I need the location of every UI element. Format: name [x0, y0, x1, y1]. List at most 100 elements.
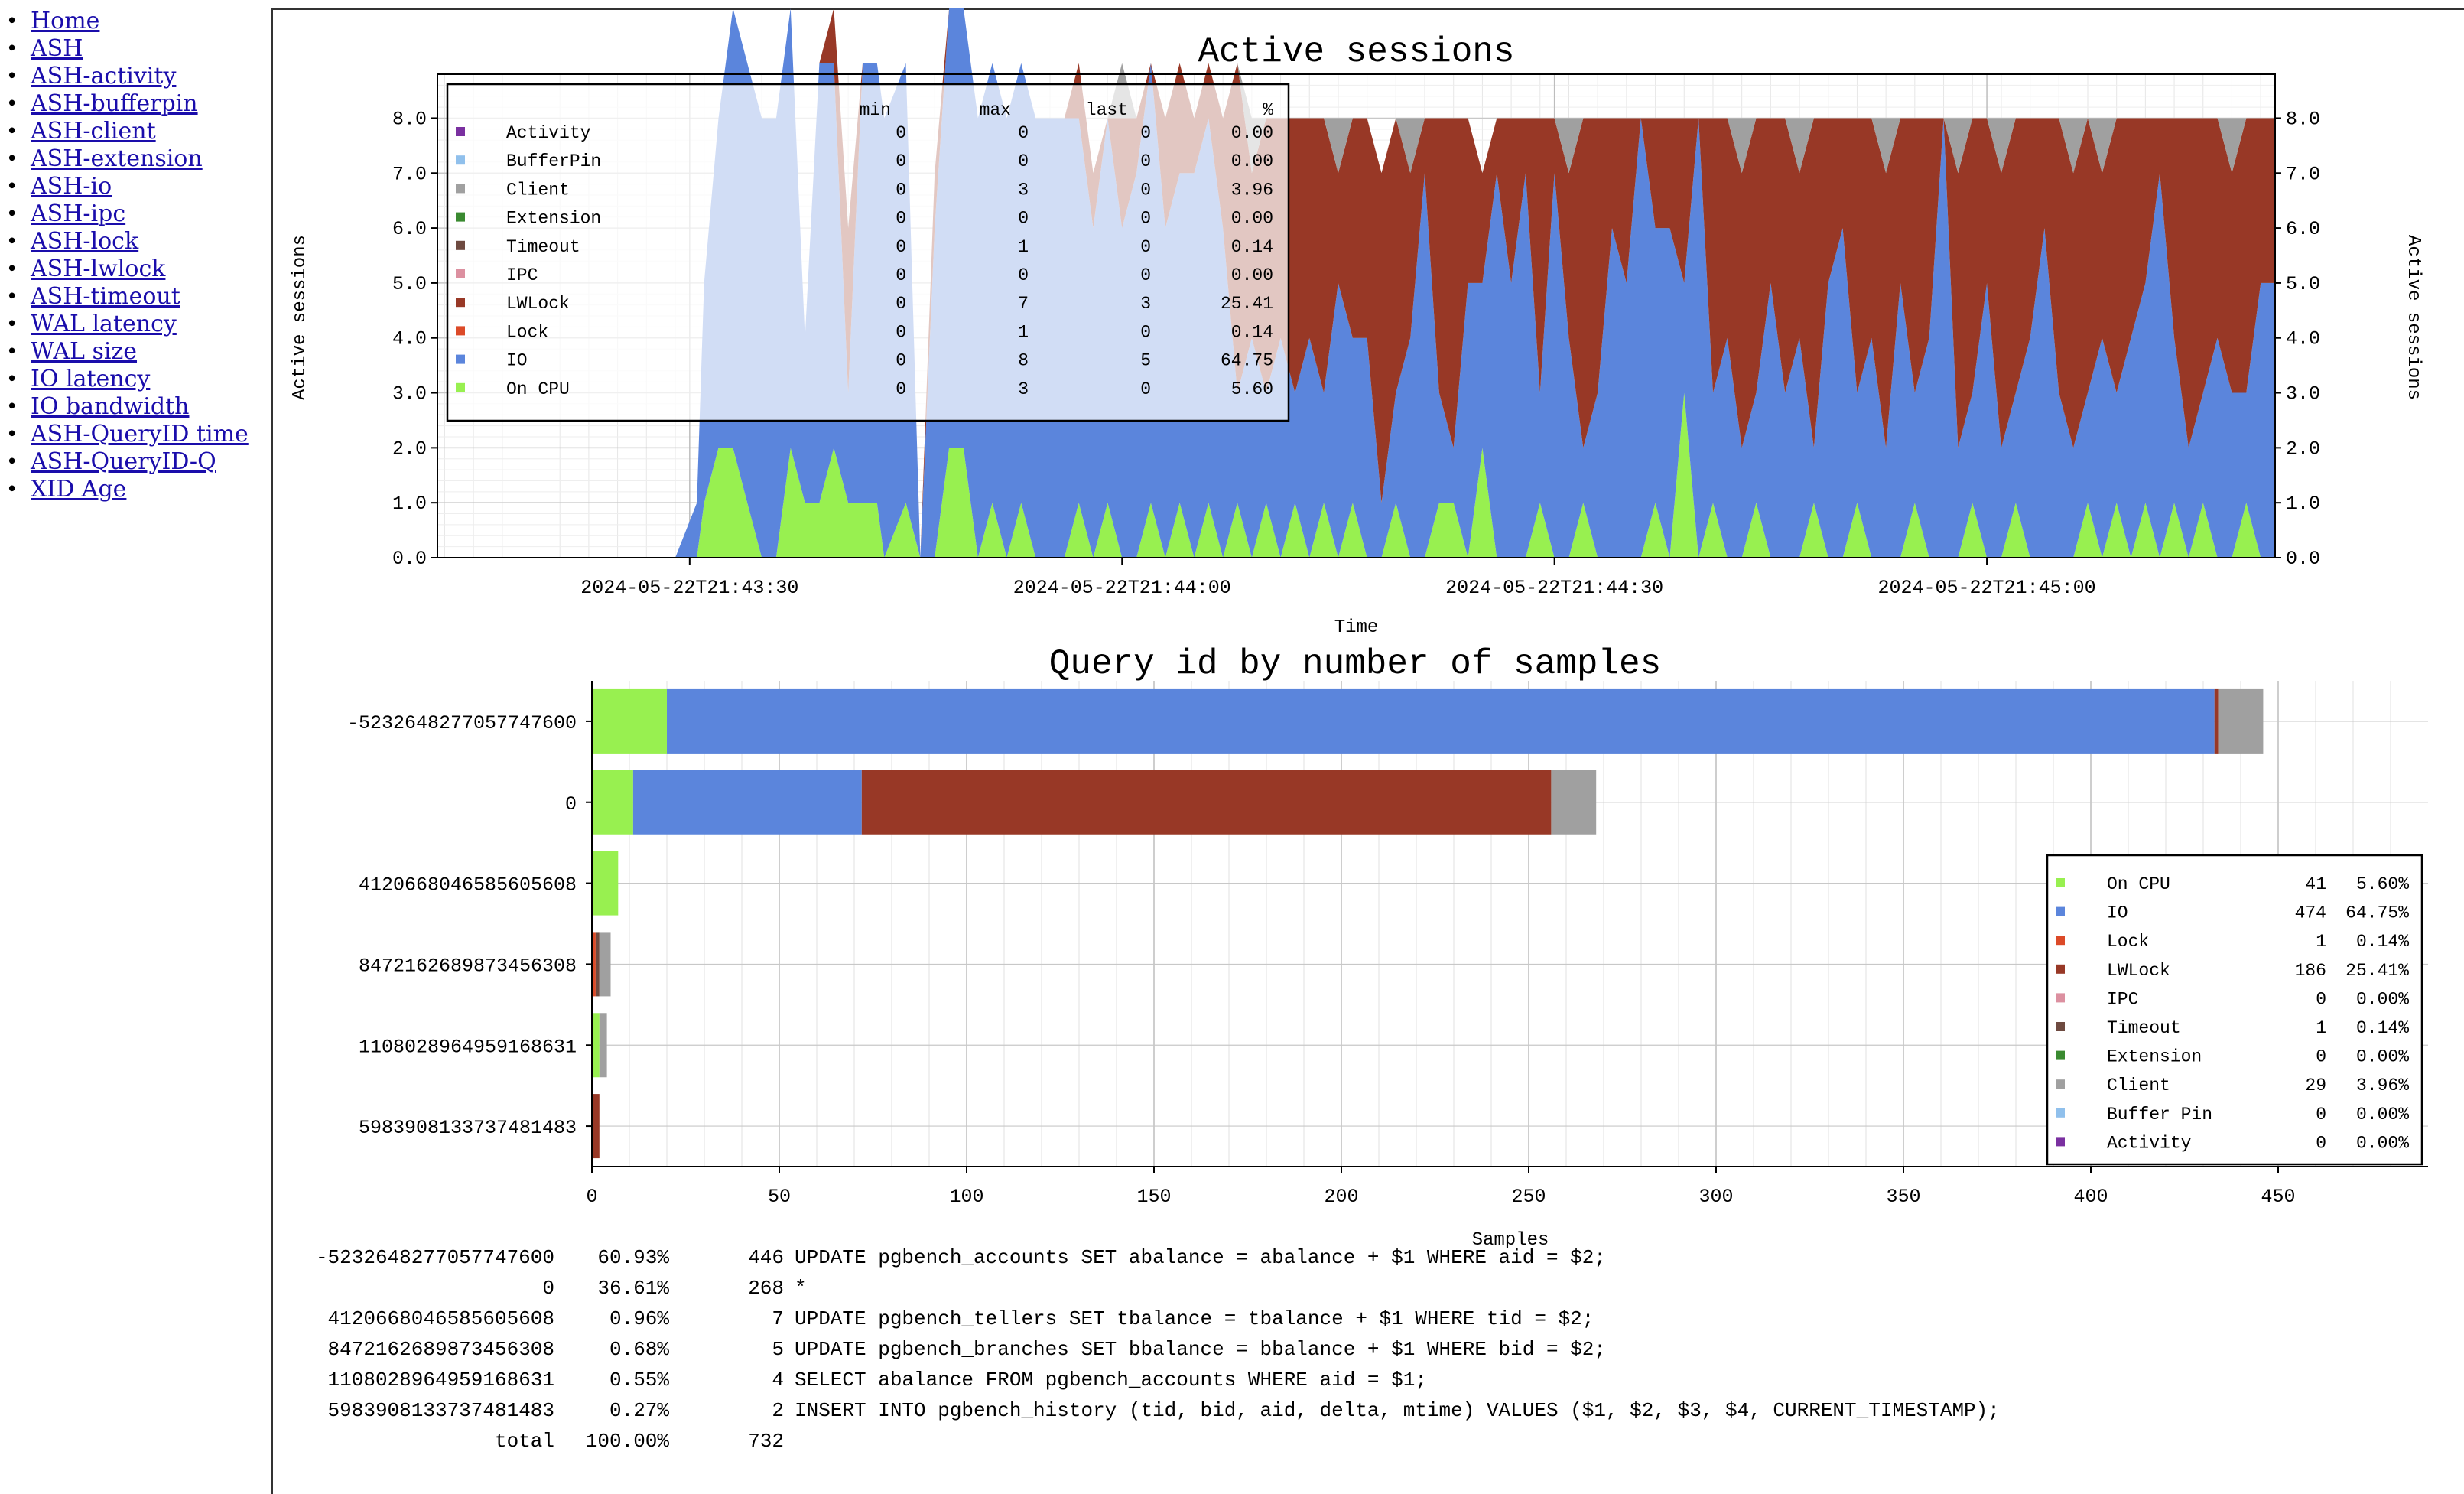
total-pct-cell: 100.00% — [585, 1430, 669, 1453]
legend-count: 0 — [2316, 1047, 2326, 1067]
x-tick-label: 0 — [586, 1186, 597, 1208]
x-tick-label: 2024-05-22T21:44:30 — [1445, 577, 1663, 599]
legend-pct: 0.14 — [1231, 237, 1273, 257]
legend-last: 0 — [1140, 265, 1151, 285]
empty-cell — [795, 1426, 2000, 1457]
nav-item: IO bandwidth — [0, 393, 268, 421]
legend-min: 0 — [896, 294, 906, 314]
y-tick-label-left: 7.0 — [392, 163, 427, 185]
bar-segment-lwlock — [592, 1094, 600, 1159]
query-table: -5232648277057747600 60.93% 446 UPDATE pgbe… — [291, 1242, 2000, 1457]
legend-pct: 0.14 — [1231, 322, 1273, 342]
legend-label: Extension — [506, 209, 601, 229]
nav-item: IO latency — [0, 366, 268, 393]
bar-segment-client — [599, 932, 611, 997]
legend-label: Timeout — [506, 237, 580, 257]
legend-pct: 5.60% — [2356, 874, 2409, 894]
legend-swatch — [456, 184, 465, 194]
legend-swatch — [2056, 993, 2065, 1003]
table-total-row: total 100.00% 732 — [291, 1426, 2000, 1457]
nav-link-ash-bufferpin[interactable]: ASH-bufferpin — [31, 90, 198, 117]
legend-last: 0 — [1140, 209, 1151, 229]
legend-last: 0 — [1140, 151, 1151, 171]
nav-item: Home — [0, 8, 268, 35]
legend-label: Client — [2107, 1076, 2170, 1095]
active-sessions-chart: 0.0 0.0 1.0 1.0 2.0 2.0 3.0 3.0 4.0 4.0 5.0 5.0 6.0 6… — [290, 8, 2423, 638]
bar-segment-lwlock — [861, 770, 1552, 835]
nav-link-wal-latency[interactable]: WAL latency — [31, 311, 177, 337]
legend-count: 29 — [2305, 1076, 2326, 1095]
y-tick-label-right: 1.0 — [2286, 493, 2320, 515]
table-row: 1108028964959168631 0.55% 4 SELECT abalance… — [291, 1365, 2000, 1395]
y-tick-label-left: 5.0 — [392, 273, 427, 295]
category-label: -5232648277057747600 — [347, 712, 577, 734]
y-tick-label-left: 8.0 — [392, 108, 427, 130]
legend-pct: 5.60 — [1231, 379, 1273, 399]
legend-swatch — [2056, 1079, 2065, 1089]
nav-link-xid-age[interactable]: XID Age — [31, 476, 127, 503]
query-id-cell: -5232648277057747600 — [315, 1246, 554, 1269]
legend-max: 0 — [1018, 265, 1029, 285]
x-tick-label: 400 — [2073, 1186, 2108, 1208]
legend-label: IO — [2107, 903, 2128, 923]
nav-link-ash[interactable]: ASH — [31, 35, 83, 62]
legend-swatch — [456, 354, 465, 364]
legend-max: 3 — [1018, 180, 1029, 200]
nav-link-ash-ipc[interactable]: ASH-ipc — [31, 200, 126, 227]
legend-pct: 0.00% — [2356, 989, 2409, 1009]
bar-segment-client — [599, 1013, 607, 1078]
legend-label: IO — [506, 351, 528, 371]
nav-link-ash-activity[interactable]: ASH-activity — [31, 63, 177, 90]
total-label-cell: total — [494, 1430, 554, 1453]
nav-link-ash-client[interactable]: ASH-client — [31, 118, 156, 145]
nav-link-io-bandwidth[interactable]: IO bandwidth — [31, 393, 190, 420]
x-tick-label: 300 — [1698, 1186, 1733, 1208]
legend-max: 0 — [1018, 123, 1029, 143]
nav-link-ash-timeout[interactable]: ASH-timeout — [31, 283, 180, 310]
legend-swatch — [456, 382, 465, 392]
category-label: 0 — [565, 793, 577, 815]
legend-header: last — [1086, 100, 1128, 120]
legend-count: 0 — [2316, 1133, 2326, 1153]
x-tick-label: 250 — [1511, 1186, 1546, 1208]
nav-link-ash-queryid-time[interactable]: ASH-QueryID time — [31, 421, 249, 448]
legend-swatch — [2056, 964, 2065, 974]
sidebar-nav: HomeASHASH-activityASH-bufferpinASH-clie… — [0, 0, 268, 503]
bar-segment-lwlock — [2214, 688, 2219, 754]
nav-link-wal-size[interactable]: WAL size — [31, 338, 138, 365]
legend-max: 3 — [1018, 379, 1029, 399]
nav-link-ash-queryid-q[interactable]: ASH-QueryID-Q — [31, 448, 216, 475]
nav-item: ASH-extension — [0, 145, 268, 173]
legend-label: Buffer Pin — [2107, 1105, 2212, 1125]
legend-swatch — [2056, 1137, 2065, 1147]
legend-box — [446, 83, 1290, 422]
nav-item: ASH-io — [0, 173, 268, 200]
legend-swatch — [2056, 936, 2065, 946]
nav-item: ASH-lock — [0, 228, 268, 256]
query-text-cell: SELECT abalance FROM pgbench_accounts WH… — [795, 1369, 1427, 1391]
x-tick-label: 350 — [1886, 1186, 1920, 1208]
legend-swatch — [456, 298, 465, 308]
nav-link-ash-lwlock[interactable]: ASH-lwlock — [31, 256, 166, 282]
legend-label: Lock — [506, 322, 548, 342]
legend-pct: 0.00 — [1231, 123, 1273, 143]
nav-link-ash-io[interactable]: ASH-io — [31, 173, 112, 200]
legend-swatch — [456, 326, 465, 336]
area-on-cpu — [437, 392, 2275, 558]
chart-title: Active sessions — [1198, 32, 1514, 72]
legend-pct: 0.00% — [2356, 1105, 2409, 1125]
nav-link-ash-lock[interactable]: ASH-lock — [31, 228, 139, 255]
x-tick-label: 150 — [1136, 1186, 1171, 1208]
nav-link-io-latency[interactable]: IO latency — [31, 366, 151, 392]
query-id-cell: 1108028964959168631 — [327, 1369, 554, 1391]
legend-count: 1 — [2316, 1018, 2326, 1038]
legend-count: 41 — [2305, 874, 2326, 894]
legend-pct: 25.41% — [2345, 961, 2409, 981]
nav-item: ASH — [0, 35, 268, 63]
legend-last: 3 — [1140, 294, 1151, 314]
x-tick-label: 100 — [949, 1186, 983, 1208]
legend-min: 0 — [896, 237, 906, 257]
query-id-cell: 4120668046585605608 — [327, 1307, 554, 1330]
nav-link-ash-extension[interactable]: ASH-extension — [31, 145, 203, 172]
nav-link-home[interactable]: Home — [31, 8, 100, 34]
